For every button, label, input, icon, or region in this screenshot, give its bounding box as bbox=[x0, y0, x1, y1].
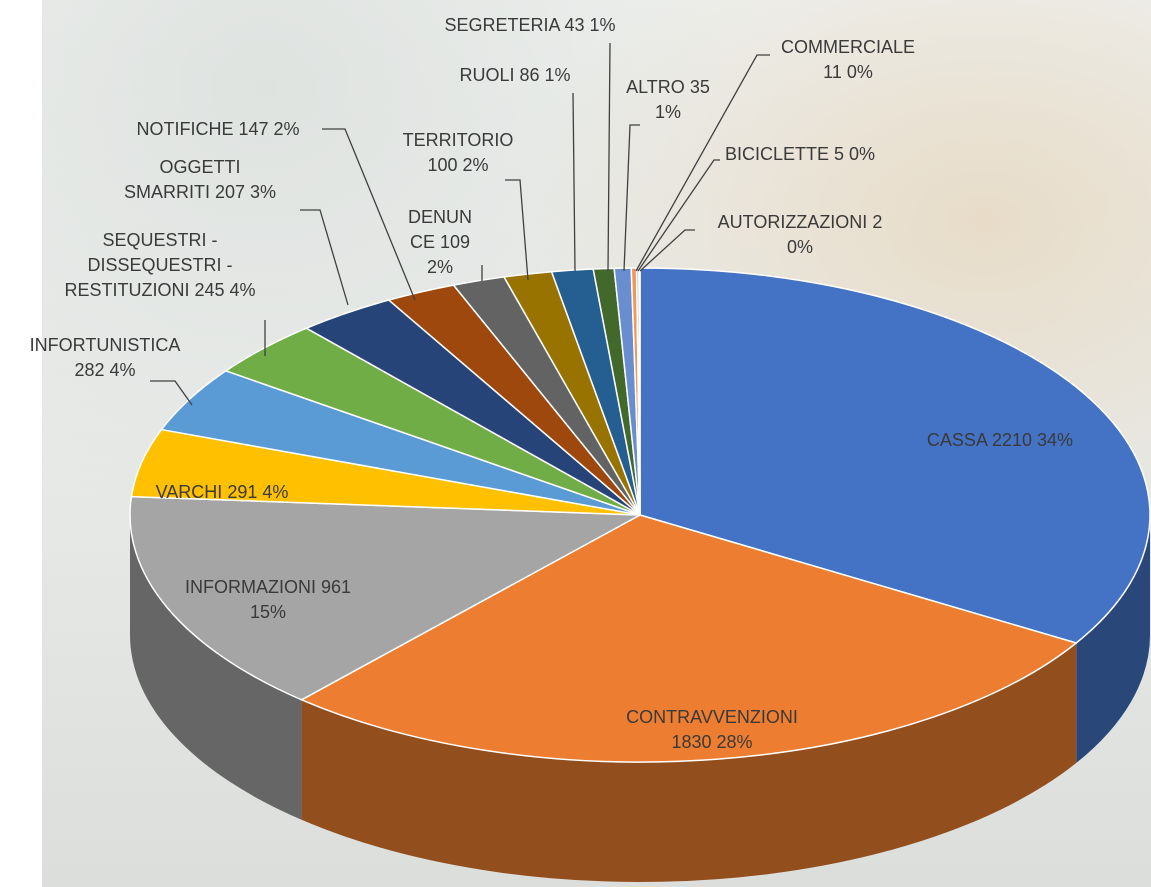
data-label: TERRITORIO 100 2% bbox=[358, 128, 558, 178]
label-part: 15% bbox=[249, 602, 287, 622]
pie-sides bbox=[130, 515, 1150, 883]
label-part: AUTORIZZAZIONI bbox=[717, 212, 868, 232]
label-part: 28% bbox=[716, 732, 753, 752]
slice bbox=[639, 267, 1151, 644]
label-part: 109 bbox=[439, 232, 471, 252]
leader-line bbox=[637, 159, 720, 272]
label-part: RUOLI bbox=[459, 65, 515, 85]
label-part: ALTRO bbox=[626, 77, 685, 97]
pie-tops bbox=[129, 267, 1151, 763]
label-part: CASSA bbox=[926, 430, 987, 450]
label-part: 2% bbox=[426, 257, 453, 277]
label-part: 961 bbox=[320, 577, 352, 597]
leader-line bbox=[623, 124, 640, 272]
label-part: DENUNCE bbox=[407, 207, 472, 252]
leader-line bbox=[150, 380, 193, 406]
slice-side bbox=[301, 642, 1077, 883]
label-part: 147 bbox=[238, 119, 269, 139]
leader-line bbox=[300, 209, 349, 306]
label-part: 1% bbox=[654, 102, 681, 122]
label-part: 11 bbox=[823, 62, 842, 82]
label-part: BICICLETTE bbox=[724, 144, 829, 164]
leader-line bbox=[639, 229, 695, 272]
data-label: CONTRAVVENZIONI 1830 28% bbox=[562, 705, 862, 755]
data-label: NOTIFICHE 147 2% bbox=[98, 117, 338, 142]
leader-line bbox=[572, 92, 576, 272]
data-label: AUTORIZZAZIONI 2 0% bbox=[690, 210, 910, 260]
data-label: SEQUESTRI - DISSEQUESTRI - RESTITUZIONI … bbox=[53, 228, 268, 303]
label-part: 43 bbox=[564, 15, 585, 35]
slice-side bbox=[130, 515, 302, 820]
label-part: 0% bbox=[849, 144, 876, 164]
slice-side bbox=[1076, 515, 1150, 763]
data-label: SEGRETERIA 43 1% bbox=[410, 13, 650, 38]
leader-line bbox=[505, 179, 529, 281]
data-label: BICICLETTE 5 0% bbox=[700, 142, 900, 167]
data-label: INFORMAZIONI 961 15% bbox=[118, 575, 418, 625]
label-part: 86 bbox=[519, 65, 540, 85]
slice bbox=[638, 267, 641, 516]
label-part: SEGRETERIA bbox=[444, 15, 560, 35]
data-label: ALTRO 35 1% bbox=[608, 75, 728, 125]
label-part: 0% bbox=[846, 62, 873, 82]
label-part: 5 bbox=[834, 144, 845, 164]
label-part: 100 bbox=[427, 155, 458, 175]
label-part: 2210 bbox=[991, 430, 1033, 450]
data-label: VARCHI 291 4% bbox=[92, 480, 352, 505]
label-part: 0% bbox=[786, 237, 813, 257]
label-part: COMMERCIALE bbox=[780, 37, 915, 57]
data-label: OGGETTI SMARRITI 207 3% bbox=[120, 155, 280, 205]
label-part: 34% bbox=[1037, 430, 1074, 450]
label-part: OGGETTI SMARRITI bbox=[123, 157, 241, 202]
label-part: 4% bbox=[262, 482, 289, 502]
label-part: 3% bbox=[250, 182, 277, 202]
data-label: DENUNCE 109 2% bbox=[403, 205, 477, 280]
slice bbox=[129, 495, 641, 701]
label-part: TERRITORIO bbox=[402, 130, 514, 150]
leader-line bbox=[607, 42, 611, 272]
label-part: CONTRAVVENZIONI bbox=[626, 707, 798, 727]
label-part: 1% bbox=[589, 15, 616, 35]
label-part: INFORTUNISTICA bbox=[29, 335, 181, 355]
label-part: 2% bbox=[462, 155, 489, 175]
label-part: 4% bbox=[229, 280, 256, 300]
leader-line bbox=[322, 128, 416, 301]
label-part: 245 bbox=[194, 280, 225, 300]
label-part: 35 bbox=[689, 77, 710, 97]
label-part: VARCHI bbox=[155, 482, 223, 502]
label-part: 282 bbox=[74, 360, 105, 380]
label-part: 2 bbox=[872, 212, 883, 232]
data-label: CASSA 2210 34% bbox=[850, 428, 1150, 453]
label-part: 4% bbox=[109, 360, 136, 380]
slice bbox=[300, 514, 1077, 763]
leader-line bbox=[635, 54, 770, 272]
label-part: 1830 bbox=[671, 732, 712, 752]
label-part: 291 bbox=[227, 482, 258, 502]
label-part: INFORMAZIONI bbox=[184, 577, 316, 597]
data-label: INFORTUNISTICA 282 4% bbox=[5, 333, 205, 383]
label-part: SEQUESTRI - DISSEQUESTRI - RESTITUZIONI bbox=[64, 230, 233, 300]
label-part: 1% bbox=[544, 65, 571, 85]
label-part: NOTIFICHE bbox=[136, 119, 234, 139]
data-label: COMMERCIALE 11 0% bbox=[748, 35, 948, 85]
label-part: 2% bbox=[273, 119, 300, 139]
data-label: RUOLI 86 1% bbox=[415, 63, 615, 88]
label-part: 207 bbox=[214, 182, 246, 202]
